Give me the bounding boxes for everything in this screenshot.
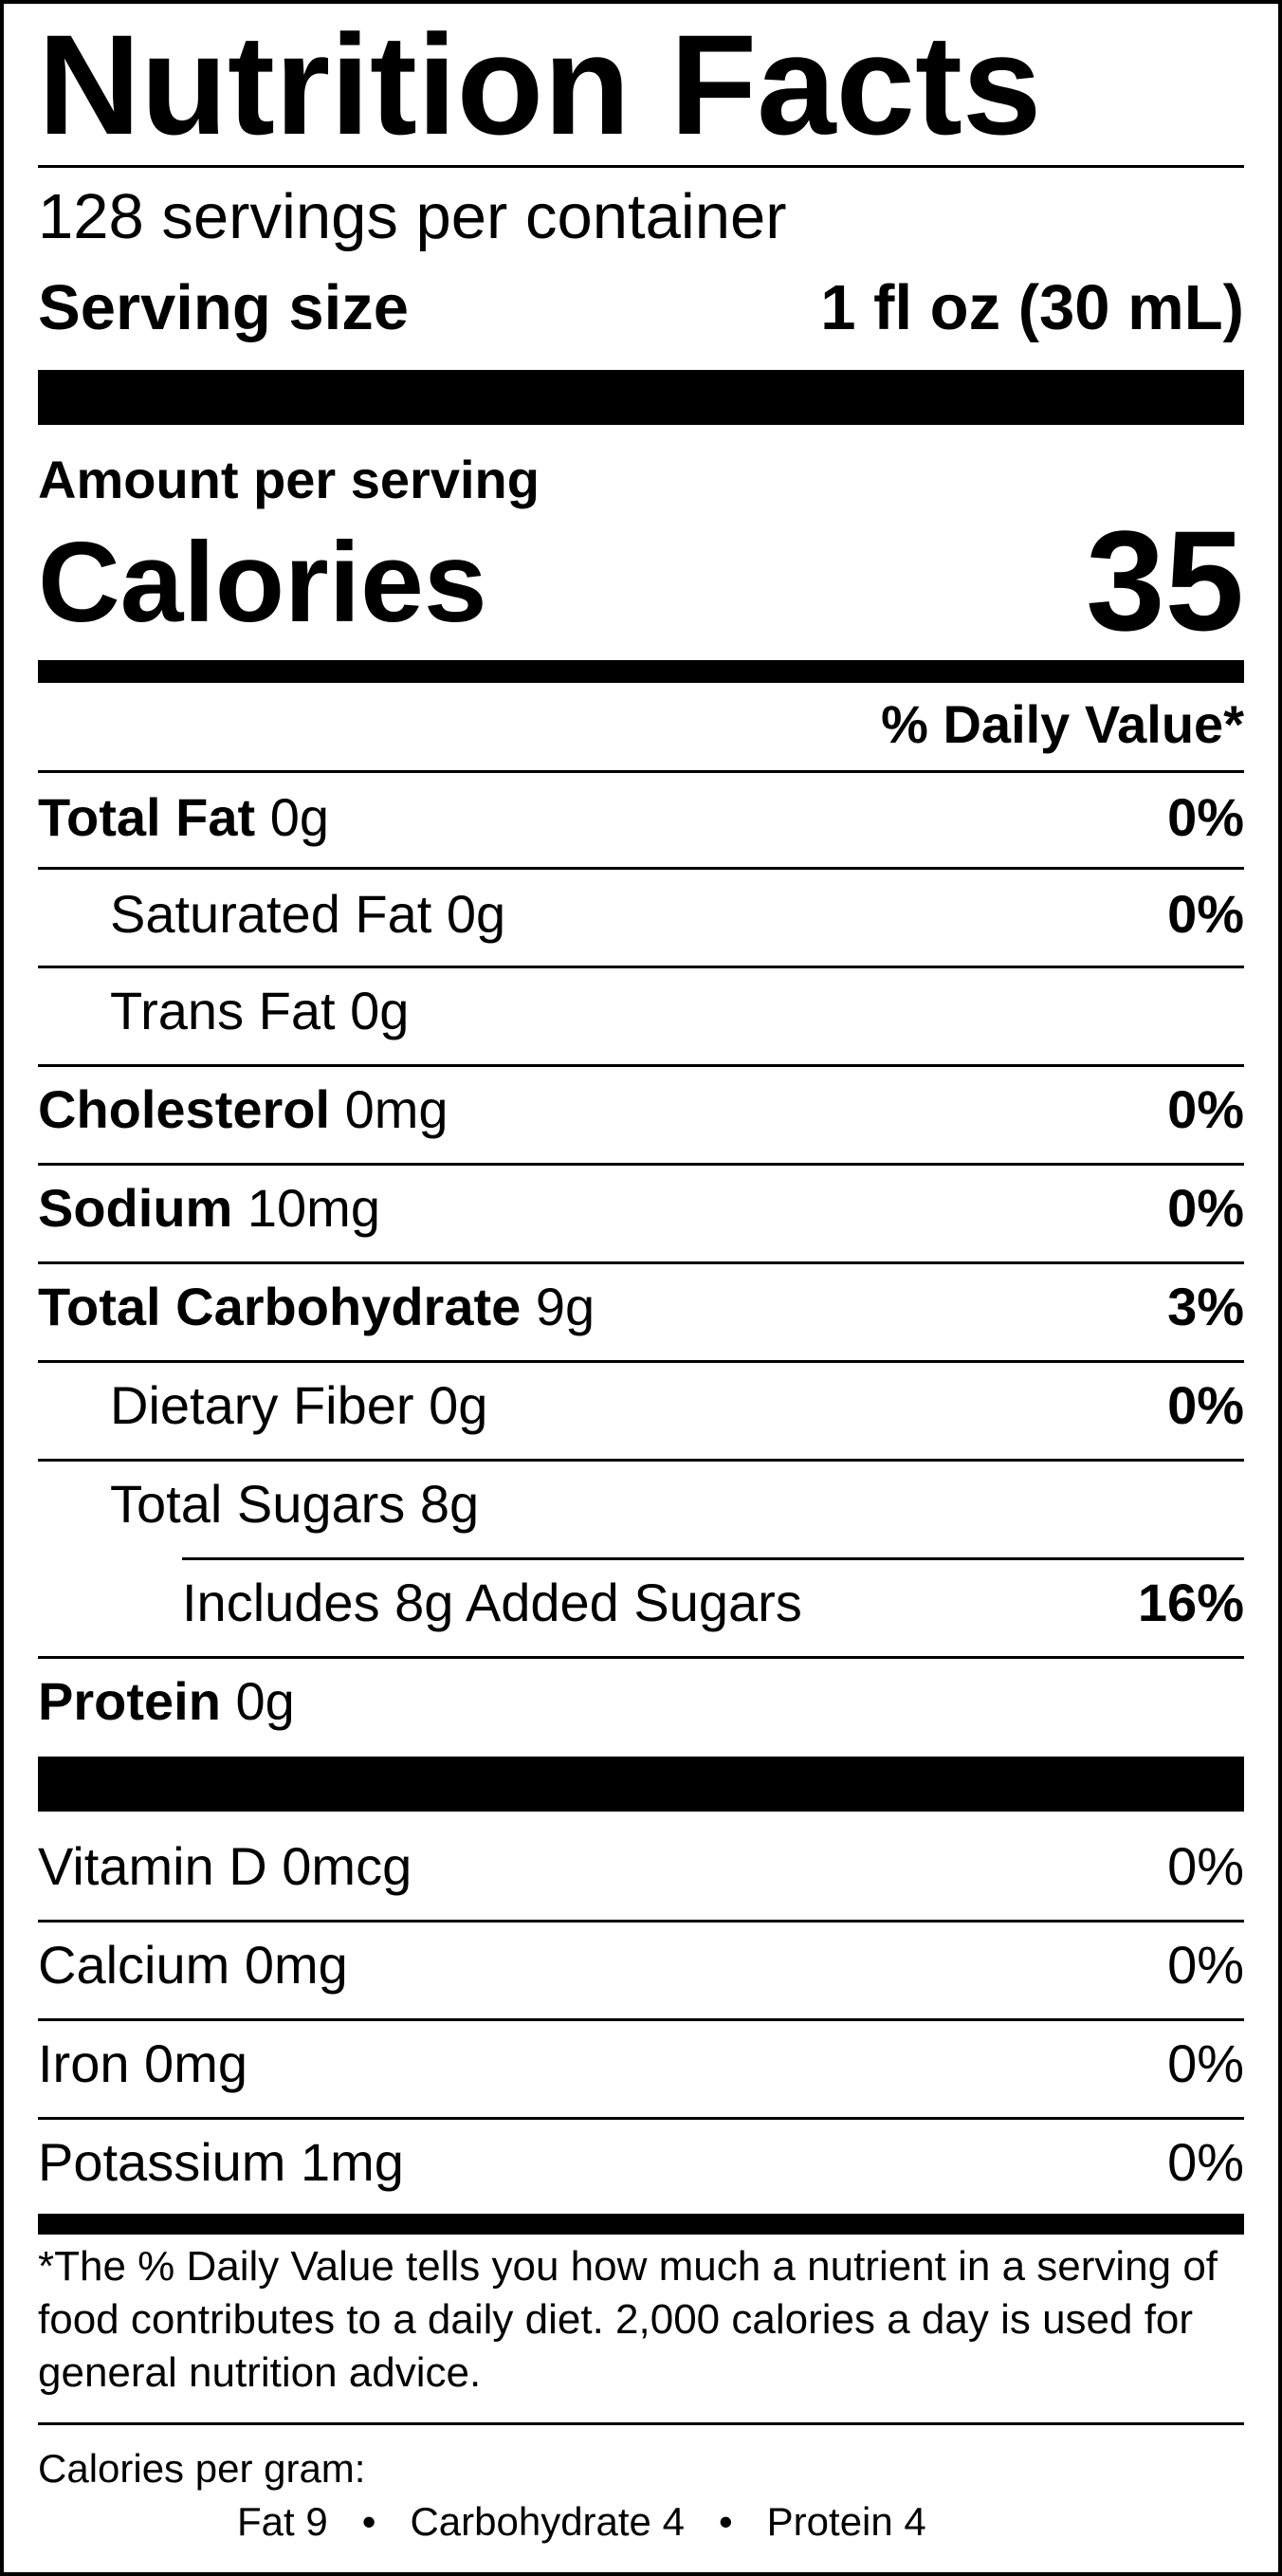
nutrient-label: Dietary Fiber 0g <box>110 1375 487 1436</box>
nutrient-dv: 0% <box>1167 1079 1244 1139</box>
vitamin-dv: 0% <box>1167 2132 1244 2192</box>
divider <box>38 867 1244 870</box>
daily-value-header: % Daily Value* <box>881 694 1244 754</box>
divider <box>38 1920 1244 1923</box>
divider <box>38 1064 1244 1067</box>
vitamin-row-potassium: Potassium 1mg 0% <box>38 2132 1244 2193</box>
nutrient-label: Saturated Fat 0g <box>110 884 505 945</box>
nutrient-row-total-fat: Total Fat 0g 0% <box>38 787 1244 848</box>
vitamin-row-iron: Iron 0mg 0% <box>38 2033 1244 2094</box>
divider <box>38 770 1244 773</box>
vitamin-dv: 0% <box>1167 2033 1244 2093</box>
calories-per-gram-label: Calories per gram: <box>38 2446 366 2491</box>
calories-label: Calories <box>38 519 487 646</box>
protein-calories: Protein 4 <box>766 2499 926 2544</box>
serving-size-value: 1 fl oz (30 mL) <box>820 272 1244 343</box>
divider <box>38 1360 1244 1363</box>
nutrient-amount: 10mg <box>247 1178 380 1238</box>
nutrient-dv: 0% <box>1167 1178 1244 1238</box>
calories-row: Calories 35 <box>38 505 1244 656</box>
vitamin-name: Potassium 1mg <box>38 2132 404 2192</box>
divider <box>38 2422 1244 2425</box>
vitamin-row-calcium: Calcium 0mg 0% <box>38 1935 1244 1996</box>
divider <box>38 2018 1244 2021</box>
nutrient-name: Total Fat <box>38 787 256 847</box>
nutrient-name: Total Sugars <box>110 1474 406 1534</box>
nutrient-dv: 0% <box>1167 1375 1244 1435</box>
vitamin-name: Vitamin D 0mcg <box>38 1836 412 1896</box>
serving-size: Serving size 1 fl oz (30 mL) <box>38 273 1244 343</box>
nutrient-amount: 0g <box>429 1375 488 1435</box>
vitamin-name: Calcium 0mg <box>38 1935 348 1995</box>
nutrient-name: Cholesterol <box>38 1079 331 1139</box>
nutrient-dv: 0% <box>1167 884 1244 944</box>
divider <box>38 1163 1244 1166</box>
vitamin-dv: 0% <box>1167 1935 1244 1995</box>
nutrient-amount: 0g <box>350 981 410 1040</box>
nutrient-name: Saturated Fat <box>110 884 432 944</box>
nutrient-name: Trans Fat <box>110 981 336 1040</box>
nutrient-dv: 16% <box>1137 1573 1244 1632</box>
nutrient-label: Total Sugars 8g <box>110 1474 479 1535</box>
nutrient-name: Protein <box>38 1671 221 1731</box>
nutrient-row-sodium: Sodium 10mg 0% <box>38 1178 1244 1239</box>
nutrient-name: Total Carbohydrate <box>38 1277 522 1336</box>
thick-divider <box>38 370 1244 425</box>
nutrient-row-cholesterol: Cholesterol 0mg 0% <box>38 1079 1244 1140</box>
divider <box>38 2117 1244 2120</box>
calories-value: 35 <box>1086 501 1244 660</box>
nutrient-amount: 8g <box>419 1474 480 1534</box>
servings-per-container: 128 servings per container <box>38 181 787 252</box>
bullet-separator: • <box>718 2499 733 2544</box>
carbohydrate-calories: Carbohydrate 4 <box>410 2499 685 2544</box>
vitamin-dv: 0% <box>1167 1836 1244 1896</box>
nutrient-amount: 0g <box>235 1671 295 1731</box>
amount-per-serving: Amount per serving <box>38 450 540 509</box>
fat-calories: Fat 9 <box>237 2499 328 2544</box>
nutrient-amount: 0g <box>446 884 506 944</box>
divider <box>38 966 1244 968</box>
nutrient-row-total-carbohydrate: Total Carbohydrate 9g 3% <box>38 1277 1244 1337</box>
divider <box>38 165 1244 168</box>
nutrient-amount: 9g <box>535 1277 595 1336</box>
serving-size-label: Serving size <box>38 272 410 343</box>
nutrient-name: Dietary Fiber <box>110 1375 414 1435</box>
label-content: Nutrition Facts 128 servings per contain… <box>38 4 1244 2572</box>
nutrient-amount: 0g <box>269 787 330 847</box>
vitamin-row-vitamin-d: Vitamin D 0mcg 0% <box>38 1836 1244 1897</box>
nutrient-row-protein: Protein 0g <box>38 1671 1244 1732</box>
nutrient-name: Includes 8g Added Sugars <box>182 1573 802 1632</box>
calories-per-gram-values: Fat 9 • Carbohydrate 4 • Protein 4 <box>237 2498 926 2546</box>
medium-divider <box>38 660 1244 683</box>
divider <box>38 1459 1244 1462</box>
divider <box>38 1261 1244 1264</box>
nutrient-amount: 0mg <box>344 1079 449 1139</box>
daily-value-footnote: *The % Daily Value tells you how much a … <box>38 2243 1218 2396</box>
nutrient-name: Sodium <box>38 1178 233 1238</box>
divider <box>182 1557 1244 1560</box>
bullet-separator: • <box>361 2499 376 2544</box>
label-title: Nutrition Facts <box>38 5 1042 164</box>
nutrient-label: Trans Fat 0g <box>110 981 409 1041</box>
nutrient-dv: 3% <box>1167 1277 1244 1336</box>
medium-divider <box>38 2214 1244 2235</box>
vitamin-name: Iron 0mg <box>38 2033 247 2093</box>
nutrient-dv: 0% <box>1167 787 1244 847</box>
thick-divider <box>38 1757 1244 1812</box>
divider <box>38 1656 1244 1659</box>
